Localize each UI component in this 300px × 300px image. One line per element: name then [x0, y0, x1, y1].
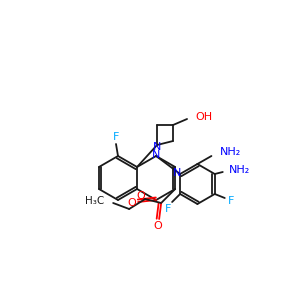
- Text: N: N: [153, 142, 161, 152]
- Text: H₃C: H₃C: [85, 196, 104, 206]
- Text: OH: OH: [195, 112, 212, 122]
- Text: F: F: [228, 196, 234, 206]
- Text: O: O: [154, 221, 163, 231]
- Text: N: N: [173, 168, 181, 178]
- Text: NH₂: NH₂: [229, 165, 250, 175]
- Text: F: F: [165, 204, 171, 214]
- Text: NH₂: NH₂: [219, 147, 241, 157]
- Text: N: N: [152, 150, 160, 160]
- Text: O: O: [137, 191, 146, 201]
- Text: O: O: [128, 198, 136, 208]
- Text: F: F: [113, 132, 119, 142]
